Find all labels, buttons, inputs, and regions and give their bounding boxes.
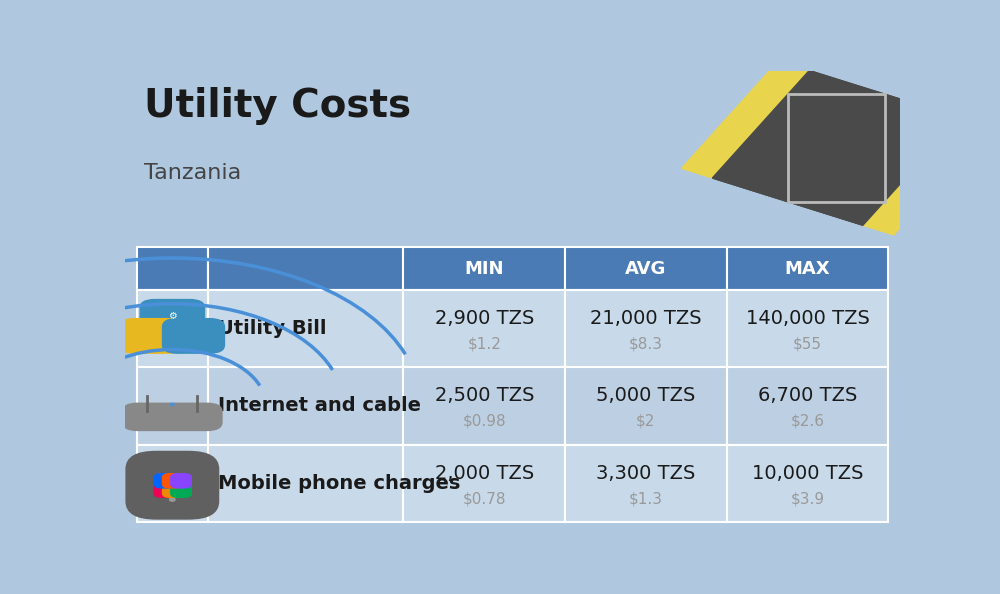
FancyBboxPatch shape (403, 444, 565, 522)
Text: AVG: AVG (625, 260, 667, 277)
FancyBboxPatch shape (137, 367, 208, 444)
FancyBboxPatch shape (154, 482, 176, 498)
FancyBboxPatch shape (137, 290, 208, 367)
FancyBboxPatch shape (170, 482, 192, 498)
Text: 6,700 TZS: 6,700 TZS (758, 386, 857, 405)
Text: Internet and cable: Internet and cable (218, 396, 421, 415)
FancyBboxPatch shape (162, 318, 225, 354)
Polygon shape (863, 118, 991, 235)
Text: 2,000 TZS: 2,000 TZS (435, 463, 534, 482)
Text: $2.6: $2.6 (791, 414, 825, 429)
FancyBboxPatch shape (565, 367, 727, 444)
FancyBboxPatch shape (403, 290, 565, 367)
Polygon shape (788, 139, 885, 201)
Text: $2: $2 (636, 414, 656, 429)
Text: $3.9: $3.9 (790, 491, 825, 506)
FancyBboxPatch shape (727, 444, 888, 522)
Text: $1.3: $1.3 (629, 491, 663, 506)
Text: $1.2: $1.2 (467, 337, 501, 352)
Text: 5,000 TZS: 5,000 TZS (596, 386, 696, 405)
Polygon shape (788, 94, 885, 156)
Text: Utility Costs: Utility Costs (144, 87, 412, 125)
Text: 3,300 TZS: 3,300 TZS (596, 463, 696, 482)
FancyBboxPatch shape (208, 247, 403, 290)
FancyBboxPatch shape (139, 299, 205, 333)
FancyBboxPatch shape (159, 473, 185, 497)
Circle shape (170, 498, 175, 501)
Text: Tanzania: Tanzania (144, 163, 242, 183)
FancyBboxPatch shape (162, 482, 184, 498)
FancyBboxPatch shape (137, 444, 208, 522)
FancyBboxPatch shape (208, 290, 403, 367)
Text: $0.78: $0.78 (463, 491, 506, 506)
FancyBboxPatch shape (565, 290, 727, 367)
FancyBboxPatch shape (122, 403, 223, 431)
FancyBboxPatch shape (727, 367, 888, 444)
Text: MIN: MIN (465, 260, 504, 277)
Text: MAX: MAX (785, 260, 830, 277)
FancyBboxPatch shape (565, 444, 727, 522)
Text: 2,900 TZS: 2,900 TZS (435, 309, 534, 328)
FancyBboxPatch shape (727, 290, 888, 367)
FancyBboxPatch shape (403, 247, 565, 290)
FancyBboxPatch shape (154, 473, 176, 489)
FancyBboxPatch shape (125, 451, 219, 520)
FancyBboxPatch shape (120, 318, 183, 354)
Text: Utility Bill: Utility Bill (218, 319, 326, 338)
FancyBboxPatch shape (208, 367, 403, 444)
Text: 21,000 TZS: 21,000 TZS (590, 309, 702, 328)
Circle shape (171, 403, 174, 406)
FancyBboxPatch shape (403, 367, 565, 444)
Polygon shape (712, 71, 960, 225)
Text: 2,500 TZS: 2,500 TZS (435, 386, 534, 405)
FancyBboxPatch shape (727, 247, 888, 290)
FancyBboxPatch shape (137, 247, 208, 290)
FancyBboxPatch shape (565, 247, 727, 290)
Text: $55: $55 (793, 337, 822, 352)
FancyBboxPatch shape (170, 473, 192, 489)
Text: Mobile phone charges: Mobile phone charges (218, 473, 460, 492)
Text: ⚙: ⚙ (168, 311, 177, 321)
FancyBboxPatch shape (162, 473, 184, 489)
Text: $8.3: $8.3 (629, 337, 663, 352)
Text: 10,000 TZS: 10,000 TZS (752, 463, 863, 482)
Polygon shape (682, 61, 809, 178)
Text: $0.98: $0.98 (462, 414, 506, 429)
FancyBboxPatch shape (208, 444, 403, 522)
Text: 140,000 TZS: 140,000 TZS (746, 309, 869, 328)
Polygon shape (712, 71, 960, 225)
